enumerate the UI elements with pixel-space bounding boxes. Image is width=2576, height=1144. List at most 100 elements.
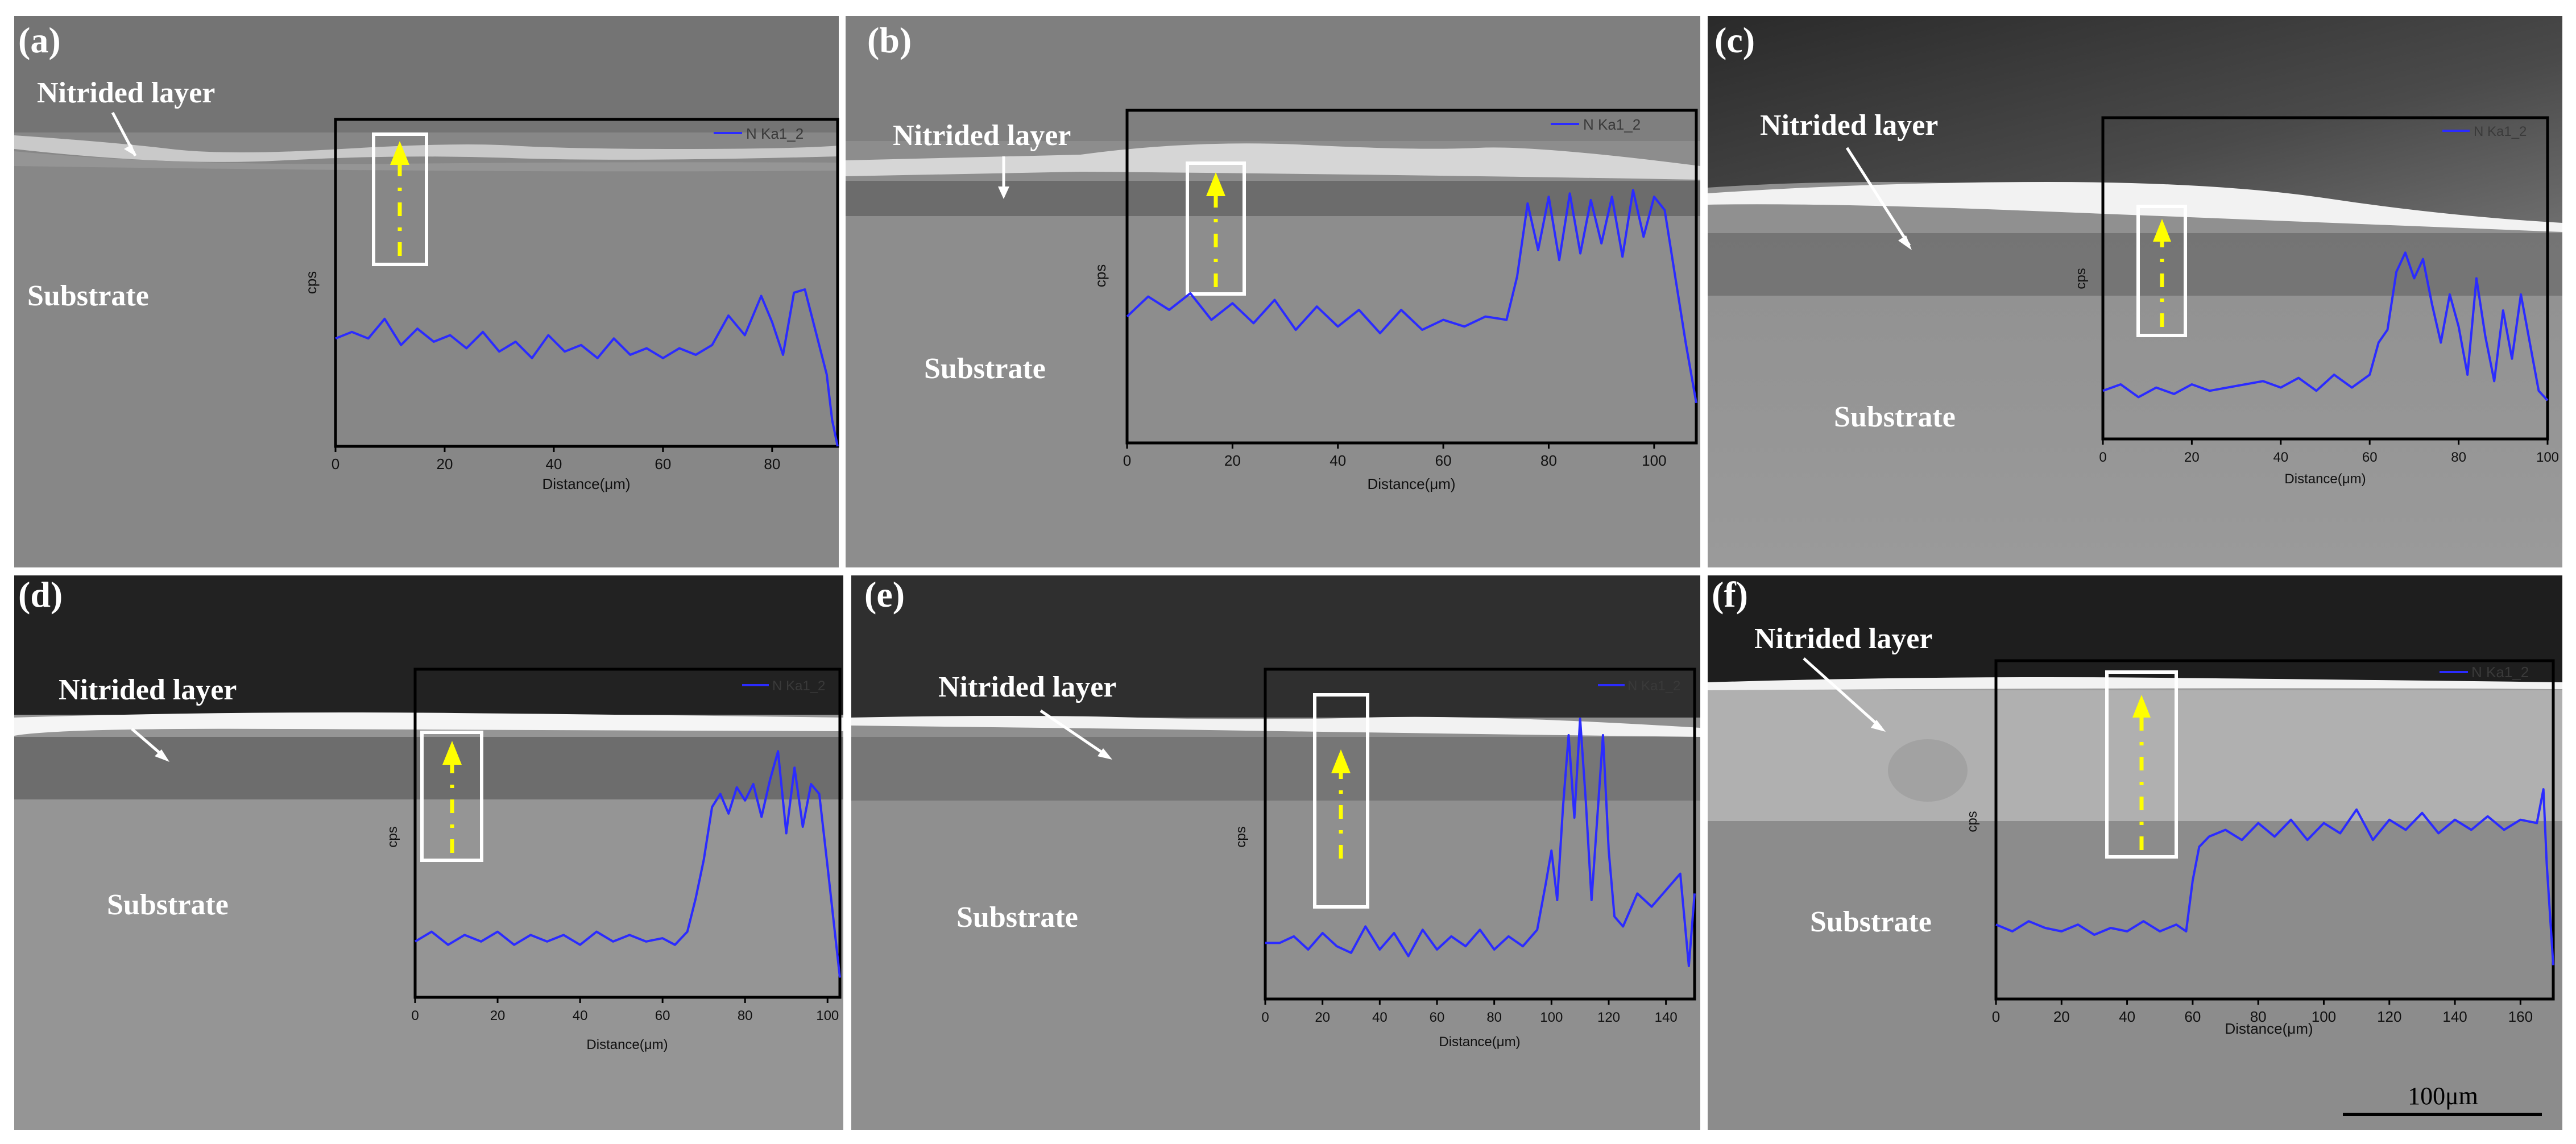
plot-frame: [1125, 109, 1698, 445]
scan-box: [372, 132, 428, 266]
series-line-n-ka1-2: [1995, 788, 2554, 965]
legend-label: N Ka1_2: [2474, 124, 2527, 139]
x-tick-label: 40: [573, 1008, 588, 1023]
scale-bar-label: 100μm: [2408, 1082, 2478, 1110]
x-tick-label: 20: [436, 455, 453, 472]
scan-direction-arrow-icon: [2153, 219, 2171, 242]
scan-box: [1186, 161, 1246, 296]
x-tick-label: 100: [2312, 1008, 2336, 1025]
x-tick-label: 80: [764, 455, 780, 472]
x-tick-label: 100: [1540, 1010, 1563, 1025]
x-tick-label: 0: [2099, 450, 2106, 465]
x-tick-label: 80: [2451, 450, 2466, 465]
x-axis-label: Distance(μm): [2225, 1020, 2313, 1037]
legend-label: N Ka1_2: [2471, 664, 2529, 681]
scan-direction-arrow-icon: [442, 741, 462, 765]
series-line-n-ka1-2: [1126, 189, 1697, 404]
panel-b-eds-plot: cps Distance(μm) N Ka1_2 0 20 40 60 80 100: [1092, 109, 1698, 492]
scan-box: [1313, 693, 1369, 909]
plot-frame: [1994, 659, 2555, 1001]
panel-f: (f) Nitrided layer Substrate cps Distanc…: [1708, 574, 2562, 1130]
panel-d-eds-plot: cps Distance(μm) N Ka1_2 0 20 40 60 80 100: [385, 668, 842, 1052]
legend-label: N Ka1_2: [1627, 678, 1680, 694]
substrate-label: Substrate: [1834, 401, 1956, 433]
x-tick-label: 40: [545, 455, 562, 472]
panel-e-surface-edge: [851, 716, 1700, 737]
substrate-label: Substrate: [1810, 906, 1932, 938]
panel-e-eds-plot: cps Distance(μm) N Ka1_2 0 20 40 60 80 100 120…: [1233, 668, 1696, 1050]
panel-label: (a): [18, 20, 61, 60]
x-tick-label: 20: [490, 1008, 506, 1023]
y-axis-label: cps: [1965, 811, 1980, 832]
x-axis-label: Distance(μm): [542, 475, 630, 492]
x-tick-label: 100: [1642, 452, 1666, 469]
series-line-n-ka1-2: [414, 750, 841, 978]
x-tick-label: 100: [2536, 450, 2559, 465]
x-tick-label: 40: [2273, 450, 2288, 465]
panel-a: (a) Nitrided layer Substrate cps Distanc…: [14, 16, 839, 567]
panel-label: (d): [18, 574, 63, 615]
x-tick-label: 120: [2377, 1008, 2401, 1025]
panel-d: (d) Nitrided layer Substrate cps Distanc…: [14, 574, 843, 1130]
x-tick-label: 140: [1655, 1010, 1678, 1025]
plot-frame: [413, 668, 842, 999]
pointer-arrow: [1039, 709, 1109, 758]
y-axis-label: cps: [2073, 268, 2089, 289]
substrate-label: Substrate: [27, 280, 149, 312]
y-axis-label: cps: [1092, 264, 1109, 287]
x-tick-label: 40: [1372, 1010, 1388, 1025]
nitrided-layer-label: Nitrided layer: [59, 674, 237, 706]
x-tick-label: 0: [1261, 1010, 1269, 1025]
panel-label: (b): [867, 20, 912, 60]
scan-box: [2105, 670, 2178, 859]
x-tick-label: 20: [1224, 452, 1241, 469]
y-axis-label: cps: [1233, 826, 1249, 847]
plot-frame: [2101, 116, 2549, 441]
y-axis-label: cps: [385, 826, 400, 847]
series-line-n-ka1-2: [1265, 718, 1696, 967]
x-tick-label: 0: [1992, 1008, 2000, 1025]
nitrided-layer-label: Nitrided layer: [37, 77, 215, 109]
pointer-arrow: [1803, 657, 1882, 729]
substrate-label: Substrate: [924, 353, 1046, 385]
x-tick-label: 80: [1486, 1010, 1502, 1025]
x-axis-label: Distance(μm): [586, 1037, 668, 1052]
panel-e: (e) Nitrided layer Substrate cps Distanc…: [851, 574, 1700, 1130]
scan-box: [420, 731, 483, 862]
panel-b: (b) Nitrided layer Substrate cps Distanc…: [846, 16, 1700, 567]
pointer-arrow: [1845, 147, 1911, 247]
scan-direction-arrow-icon: [2132, 695, 2151, 718]
panel-label: (f): [1712, 574, 1748, 615]
x-tick-label: 20: [2184, 450, 2200, 465]
x-tick-label: 160: [2508, 1008, 2533, 1025]
x-tick-label: 60: [655, 455, 671, 472]
panel-f-surface-edge: [1708, 677, 2562, 690]
x-tick-label: 60: [1435, 452, 1452, 469]
x-tick-label: 60: [2184, 1008, 2201, 1025]
panel-f-eds-plot: cps Distance(μm) N Ka1_2 0 20 40 60 80 100 120…: [1965, 659, 2555, 1037]
x-tick-label: 60: [655, 1008, 670, 1023]
panel-b-surface-edge: [846, 143, 1700, 180]
legend-label: N Ka1_2: [772, 678, 825, 694]
x-tick-label: 120: [1597, 1010, 1620, 1025]
x-axis-label: Distance(μm): [2284, 471, 2366, 487]
legend-label: N Ka1_2: [746, 125, 804, 142]
nitrided-layer-label: Nitrided layer: [893, 119, 1071, 152]
panel-d-surface-edge: [14, 712, 843, 736]
substrate-label: Substrate: [956, 901, 1078, 934]
series-line-n-ka1-2: [2102, 251, 2549, 401]
x-tick-label: 60: [1430, 1010, 1445, 1025]
x-tick-label: 0: [411, 1008, 419, 1023]
x-tick-label: 40: [1330, 452, 1346, 469]
x-tick-label: 80: [1540, 452, 1557, 469]
x-axis-label: Distance(μm): [1439, 1034, 1520, 1050]
panel-c-eds-plot: cps Distance(μm) N Ka1_2 0 20 40 60 80 100: [2073, 116, 2559, 487]
x-tick-label: 20: [2053, 1008, 2070, 1025]
x-axis-label: Distance(μm): [1367, 475, 1455, 492]
scan-box: [2136, 205, 2187, 337]
x-tick-label: 140: [2442, 1008, 2467, 1025]
scan-direction-arrow-icon: [390, 141, 409, 165]
x-tick-label: 100: [816, 1008, 839, 1023]
scan-direction-arrow-icon: [1206, 172, 1225, 196]
panel-c: (c) Nitrided layer Substrate cps Distanc…: [1708, 16, 2562, 567]
